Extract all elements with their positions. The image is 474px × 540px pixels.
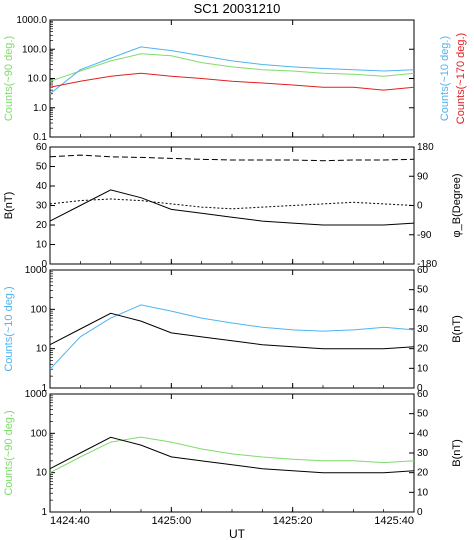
series-line-1 [49,46,415,95]
y2-tick-label: 40 [417,428,429,439]
y-tick-label: 100 [30,428,47,439]
y-axis-label-right-2: Counts(~170 deg.) [455,33,467,124]
y-axis-label-left: Counts(~90 deg.) [3,36,15,121]
y-axis-label-left: Counts(~10 deg.) [3,286,15,371]
y-tick-label: 10.0 [28,74,48,85]
y-tick-label: 10 [36,468,48,479]
y-axis-label-right: B(nT) [451,315,463,343]
y2-tick-label: 0 [417,383,423,394]
y2-tick-label: 40 [417,304,429,315]
panel-frame [49,19,415,138]
x-tick-label: 1425:40 [374,515,414,527]
y2-tick-label: 50 [417,285,429,296]
y-axis-label-left: B(nT) [3,192,15,220]
y2-tick-label: -180 [417,259,437,270]
x-tick-label: 1425:00 [151,515,191,527]
panel-frame [49,393,415,513]
chart-title: SC1 20031210 [194,1,281,16]
y-axis-label-right-1: Counts(~10 deg.) [439,36,451,121]
panel-counts-90-vs-b: 1 10 100 1000 0 10 20 30 40 50 60 Counts(~90 deg.) B… [3,389,463,518]
panel-frame [49,146,415,265]
x-axis-label: UT [229,527,246,540]
y-tick-label: 1000 [25,265,48,276]
y-tick-label: 1 [41,507,47,518]
x-tick-label: 1424:40 [50,515,90,527]
y-tick-label: 30 [36,201,48,212]
series-line-2 [49,72,415,91]
x-tick-label: 1425:20 [273,515,313,527]
y2-tick-label: 20 [417,344,429,355]
y2-tick-label: 50 [417,409,429,420]
x-tick-labels: 1424:40 1425:00 1425:20 1425:40 [50,515,414,527]
series-line-1 [49,312,415,350]
y-tick-label: 10 [36,240,48,251]
panel-counts-10-vs-b: 1 10 100 1000 0 10 20 30 40 50 60 Counts(~10 deg.) B… [3,265,463,394]
y2-tick-label: 10 [417,363,429,374]
y-tick-label: 1000.0 [16,15,47,26]
y2-tick-label: 10 [417,487,429,498]
y2-tick-label: 0 [417,201,423,212]
y-tick-label: 20 [36,220,48,231]
y2-tick-label: -90 [417,230,432,241]
y-axis-label-right: φ_B(Degree) [451,174,463,238]
y2-tick-label: 90 [417,171,429,182]
y2-tick-label: 60 [417,389,429,400]
y-tick-label: 0 [41,259,47,270]
y2-tick-label: 30 [417,448,429,459]
y-tick-label: 100 [30,304,47,315]
y-tick-label: 1.0 [33,103,47,114]
series-line-1 [49,154,415,162]
y-tick-label: 50 [36,162,48,173]
y-tick-label: 10 [36,344,48,355]
panel-field-magnitude-and-phi: 0 10 20 30 40 50 60 -180 -90 0 90 180 B(nT) φ_B(Degre… [3,142,463,270]
series-line-0 [49,53,415,82]
y2-tick-label: 0 [417,507,423,518]
y-tick-label: 100.0 [22,44,47,55]
y2-tick-label: 30 [417,324,429,335]
y-axis-label-right: B(nT) [451,439,463,467]
y-tick-label: 1000 [25,389,48,400]
series-line-0 [49,189,415,226]
series-line-2 [49,198,415,210]
y-axis-label-left: Counts(~90 deg.) [3,410,15,495]
y2-tick-label: 20 [417,468,429,479]
y-tick-label: 40 [36,181,48,192]
y-tick-label: 1 [41,383,47,394]
series-line-1 [49,436,415,474]
series-line-0 [49,304,415,370]
y2-tick-label: 60 [417,265,429,276]
y2-tick-label: 180 [417,142,434,153]
y-tick-label: 0.1 [33,132,47,143]
series-line-0 [49,436,415,474]
y-tick-label: 60 [36,142,48,153]
